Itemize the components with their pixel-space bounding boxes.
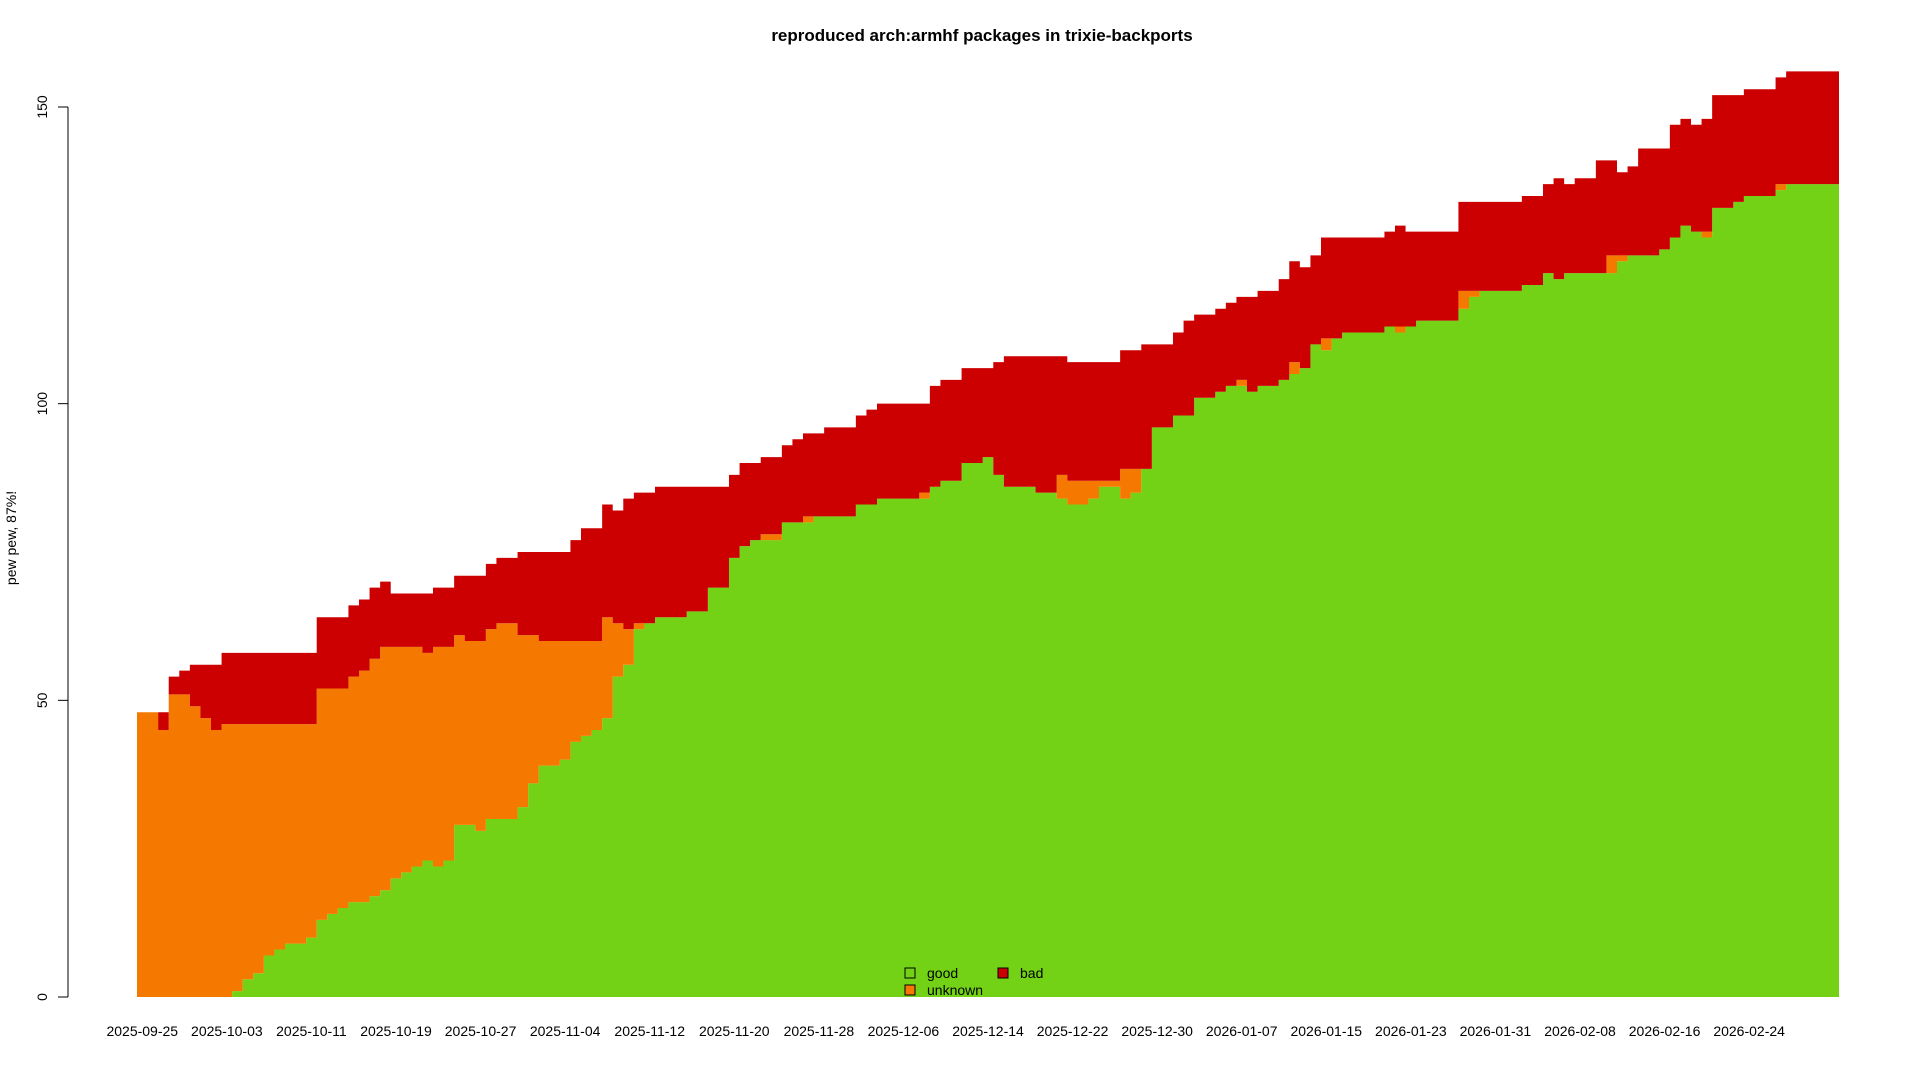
x-tick-label: 2025-12-22 [1037,1023,1109,1039]
x-tick-label: 2026-02-08 [1544,1023,1616,1039]
x-tick-label: 2026-01-23 [1375,1023,1447,1039]
x-tick-label: 2026-01-31 [1460,1023,1532,1039]
x-tick-label: 2026-02-16 [1629,1023,1701,1039]
y-axis-label: pew pew, 87%! [3,491,19,585]
y-tick-label: 100 [34,392,50,416]
x-tick-label: 2025-11-12 [614,1023,685,1039]
y-axis: 0 50 100 150 [34,95,69,1001]
legend-label-good: good [927,965,958,981]
x-tick-label: 2026-02-24 [1713,1023,1785,1039]
x-tick-label: 2025-12-30 [1121,1023,1193,1039]
x-tick-label: 2026-01-15 [1290,1023,1362,1039]
legend-label-bad: bad [1020,965,1043,981]
y-tick-label: 0 [34,993,50,1001]
legend-swatch-bad [997,967,1009,979]
x-tick-label: 2025-09-25 [106,1023,178,1039]
chart-title: reproduced arch:armhf packages in trixie… [771,26,1192,45]
x-axis: 2025-09-25 2025-10-03 2025-10-11 2025-10-19… [106,1023,1785,1039]
x-tick-label: 2025-11-28 [784,1023,855,1039]
x-tick-label: 2025-10-03 [191,1023,263,1039]
area-good [137,184,1839,998]
legend-swatch-unknown [904,984,916,996]
y-tick-label: 150 [34,95,50,119]
x-tick-label: 2025-11-20 [699,1023,770,1039]
x-tick-label: 2025-10-19 [360,1023,432,1039]
series-areas [137,71,1839,998]
x-tick-label: 2025-12-14 [952,1023,1024,1039]
y-tick-label: 50 [34,692,50,708]
area-unknown [137,184,1839,998]
x-tick-label: 2026-01-07 [1206,1023,1278,1039]
legend-label-unknown: unknown [927,982,983,998]
x-tick-label: 2025-12-06 [868,1023,940,1039]
area-bad [137,71,1839,730]
x-tick-label: 2025-10-11 [276,1023,347,1039]
legend-swatch-good [904,967,916,979]
x-tick-label: 2025-10-27 [445,1023,517,1039]
x-tick-label: 2025-11-04 [530,1023,601,1039]
